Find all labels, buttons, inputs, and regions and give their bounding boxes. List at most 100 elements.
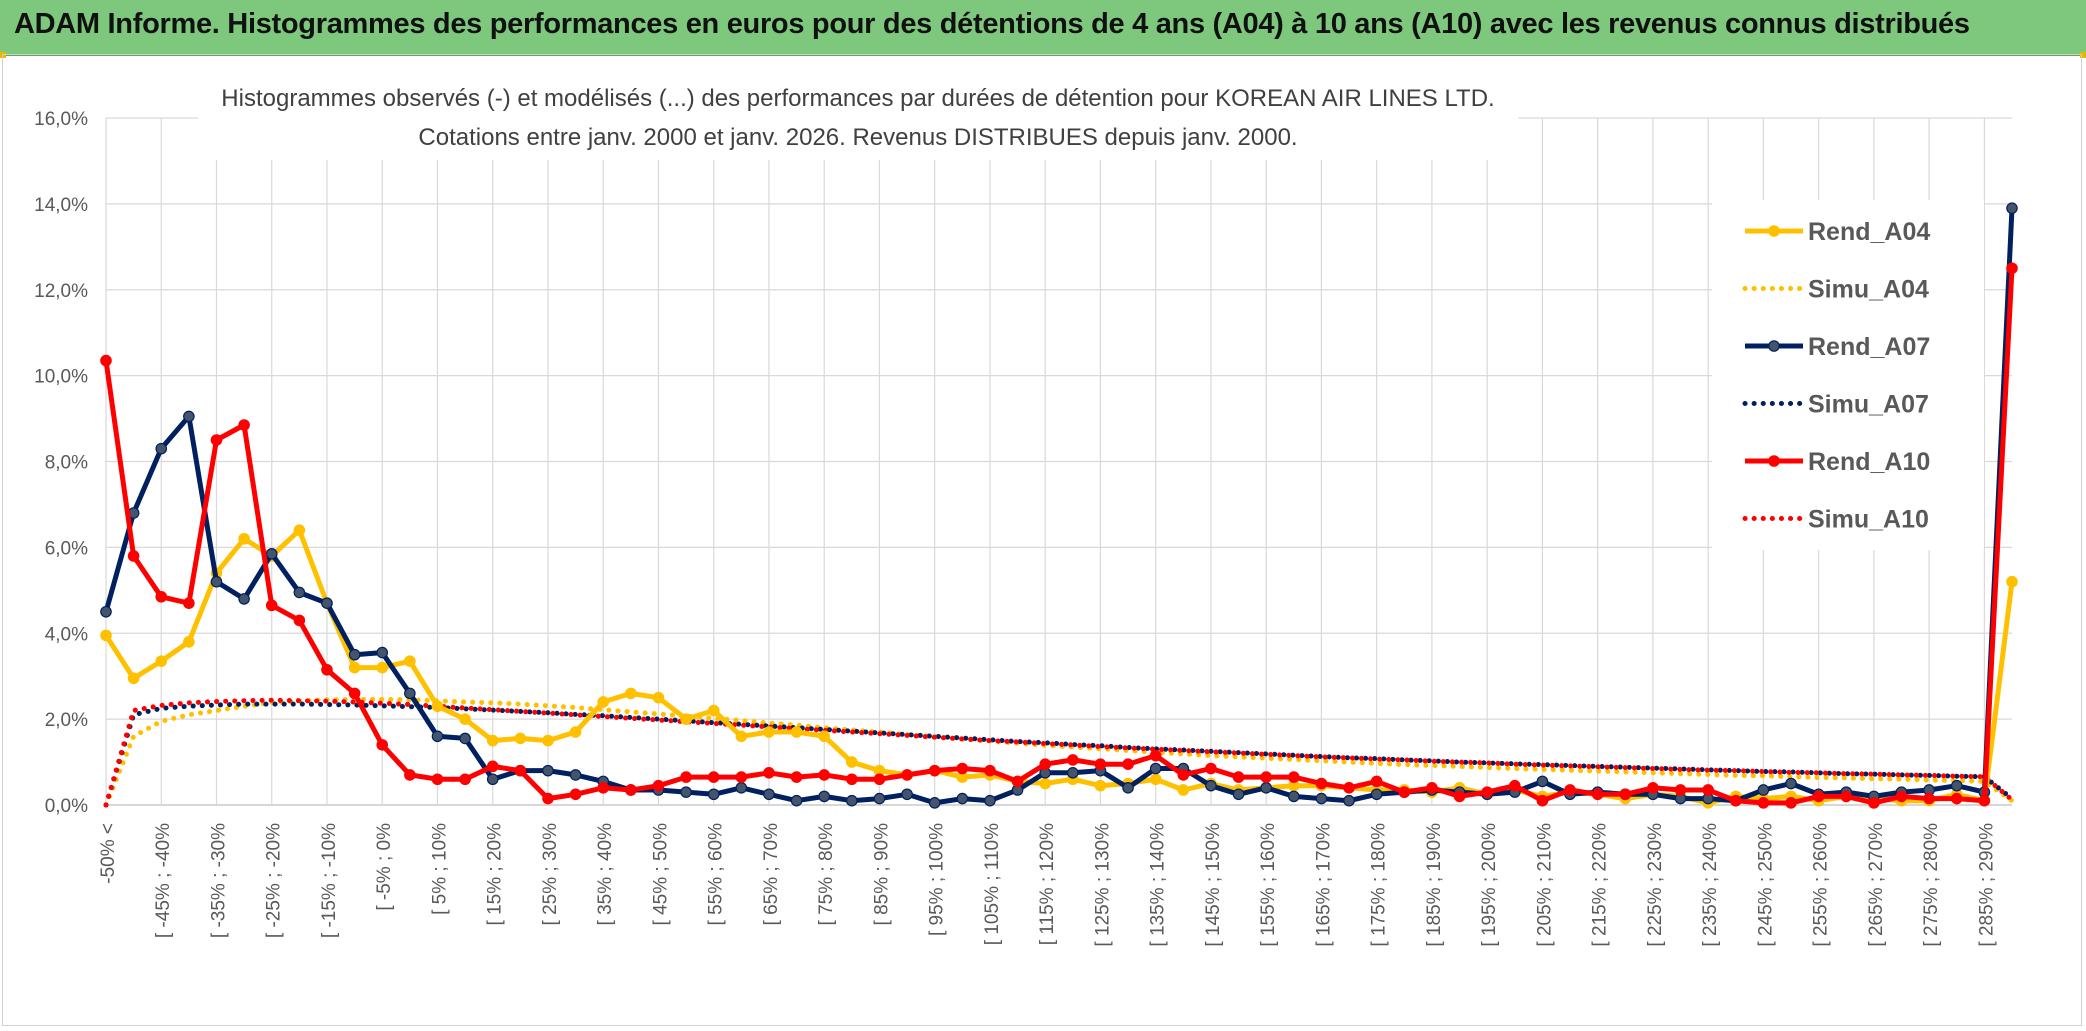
y-tick-label: 16,0% xyxy=(34,109,88,130)
x-tick-label: [ -35% ; -30% xyxy=(208,823,229,938)
legend-item-simu_a07: Simu_A07 xyxy=(1742,391,1929,419)
y-tick-label: 2,0% xyxy=(45,710,88,731)
point-rend_a07 xyxy=(1260,782,1272,794)
point-rend_a10 xyxy=(735,771,748,783)
y-tick-label: 6,0% xyxy=(45,538,88,559)
x-tick-label: [ 155% ; 160% xyxy=(1258,823,1279,947)
point-rend_a10 xyxy=(763,766,775,779)
point-rend_a07 xyxy=(404,687,416,700)
x-tick-label: [ 255% ; 260% xyxy=(1811,823,1832,947)
point-rend_a10 xyxy=(1757,797,1770,809)
point-rend_a07 xyxy=(376,646,389,659)
point-rend_a04 xyxy=(680,713,692,725)
point-rend_a10 xyxy=(1039,758,1051,771)
point-rend_a10 xyxy=(1426,782,1438,794)
x-tick-label: [ 35% ; 40% xyxy=(595,823,616,926)
x-tick-label: [ 275% ; 280% xyxy=(1921,823,1942,947)
x-tick-label: -50% < xyxy=(98,823,119,884)
point-rend_a04 xyxy=(1094,779,1107,792)
point-rend_a10 xyxy=(1950,792,1963,805)
point-rend_a04 xyxy=(652,691,665,704)
point-rend_a10 xyxy=(1260,771,1272,783)
point-rend_a04 xyxy=(100,629,112,642)
point-rend_a07 xyxy=(680,786,692,798)
point-rend_a07 xyxy=(569,769,582,781)
point-rend_a10 xyxy=(956,762,969,775)
point-rend_a07 xyxy=(183,410,195,423)
point-rend_a10 xyxy=(1287,771,1300,783)
point-rend_a04 xyxy=(818,730,831,743)
point-rend_a04 xyxy=(459,713,471,725)
x-tick-label: [ 85% ; 90% xyxy=(871,823,892,926)
point-rend_a10 xyxy=(625,784,637,796)
point-rend_a07 xyxy=(901,788,913,801)
point-rend_a10 xyxy=(818,769,831,781)
legend-item-simu_a10: Simu_A10 xyxy=(1742,506,1929,534)
point-rend_a10 xyxy=(1785,797,1797,809)
point-rend_a10 xyxy=(1232,771,1245,783)
y-tick-label: 12,0% xyxy=(34,281,88,302)
point-rend_a10 xyxy=(1177,769,1190,781)
legend-label: Rend_A04 xyxy=(1808,218,1930,246)
point-rend_a10 xyxy=(127,550,140,562)
x-tick-label: [ 55% ; 60% xyxy=(706,823,727,926)
point-rend_a07 xyxy=(818,790,831,803)
legend-label: Rend_A07 xyxy=(1808,333,1930,361)
x-tick-label: [ 215% ; 220% xyxy=(1590,823,1611,947)
x-tick-label: [ 165% ; 170% xyxy=(1313,823,1334,947)
point-rend_a04 xyxy=(2006,575,2018,588)
point-rend_a10 xyxy=(901,769,913,781)
legend-item-rend_a04: Rend_A04 xyxy=(1745,218,1930,246)
point-rend_a10 xyxy=(569,788,582,801)
x-tick-label: [ -5% ; 0% xyxy=(374,823,395,911)
x-tick-label: [ -45% ; -40% xyxy=(153,823,174,938)
x-tick-label: [ -15% ; -10% xyxy=(319,823,340,938)
x-tick-label: [ 225% ; 230% xyxy=(1645,823,1666,947)
legend-marker xyxy=(1768,340,1780,352)
point-rend_a07 xyxy=(348,648,361,661)
point-rend_a07 xyxy=(100,605,112,618)
point-rend_a10 xyxy=(183,597,195,609)
point-rend_a07 xyxy=(1287,790,1300,803)
x-tick-label: [ 135% ; 140% xyxy=(1148,823,1169,947)
point-rend_a07 xyxy=(1205,779,1217,792)
point-rend_a10 xyxy=(100,354,112,367)
line-simu_a10 xyxy=(103,697,2015,808)
x-tick-label: [ 195% ; 200% xyxy=(1479,823,1500,947)
point-rend_a10 xyxy=(707,771,720,783)
point-rend_a07 xyxy=(238,593,250,605)
point-rend_a10 xyxy=(652,779,665,792)
point-rend_a10 xyxy=(1398,786,1411,798)
point-rend_a07 xyxy=(1149,762,1162,775)
point-rend_a07 xyxy=(1757,784,1770,796)
point-rend_a10 xyxy=(1895,790,1908,803)
legend-item-rend_a07: Rend_A07 xyxy=(1745,333,1930,361)
point-rend_a10 xyxy=(1702,784,1714,796)
point-rend_a10 xyxy=(1122,758,1134,771)
point-rend_a10 xyxy=(1923,792,1935,805)
point-rend_a10 xyxy=(404,769,416,781)
point-rend_a04 xyxy=(542,734,554,747)
x-tick-label: [ 15% ; 20% xyxy=(485,823,506,926)
x-tick-label: [ 45% ; 50% xyxy=(650,823,671,926)
x-tick-label: [ 125% ; 130% xyxy=(1092,823,1113,947)
point-rend_a07 xyxy=(956,792,969,805)
point-rend_a04 xyxy=(569,726,582,738)
point-rend_a10 xyxy=(873,773,886,786)
x-tick-label: [ -25% ; -20% xyxy=(264,823,285,938)
legend-item-simu_a04: Simu_A04 xyxy=(1742,276,1929,304)
point-rend_a10 xyxy=(1840,790,1853,803)
legend-marker xyxy=(1768,455,1780,467)
legend-marker xyxy=(1768,225,1780,237)
x-tick-label: [ 25% ; 30% xyxy=(540,823,561,926)
point-rend_a07 xyxy=(321,597,333,609)
report-banner: ADAM Informe. Histogrammes des performan… xyxy=(0,0,2086,56)
point-rend_a07 xyxy=(459,732,471,745)
point-rend_a04 xyxy=(707,704,720,717)
point-rend_a04 xyxy=(625,687,637,700)
point-rend_a07 xyxy=(293,586,306,599)
grid-layer xyxy=(105,117,2012,806)
point-rend_a10 xyxy=(238,419,250,431)
point-rend_a07 xyxy=(210,575,223,588)
x-tick-label: [ 145% ; 150% xyxy=(1203,823,1224,947)
